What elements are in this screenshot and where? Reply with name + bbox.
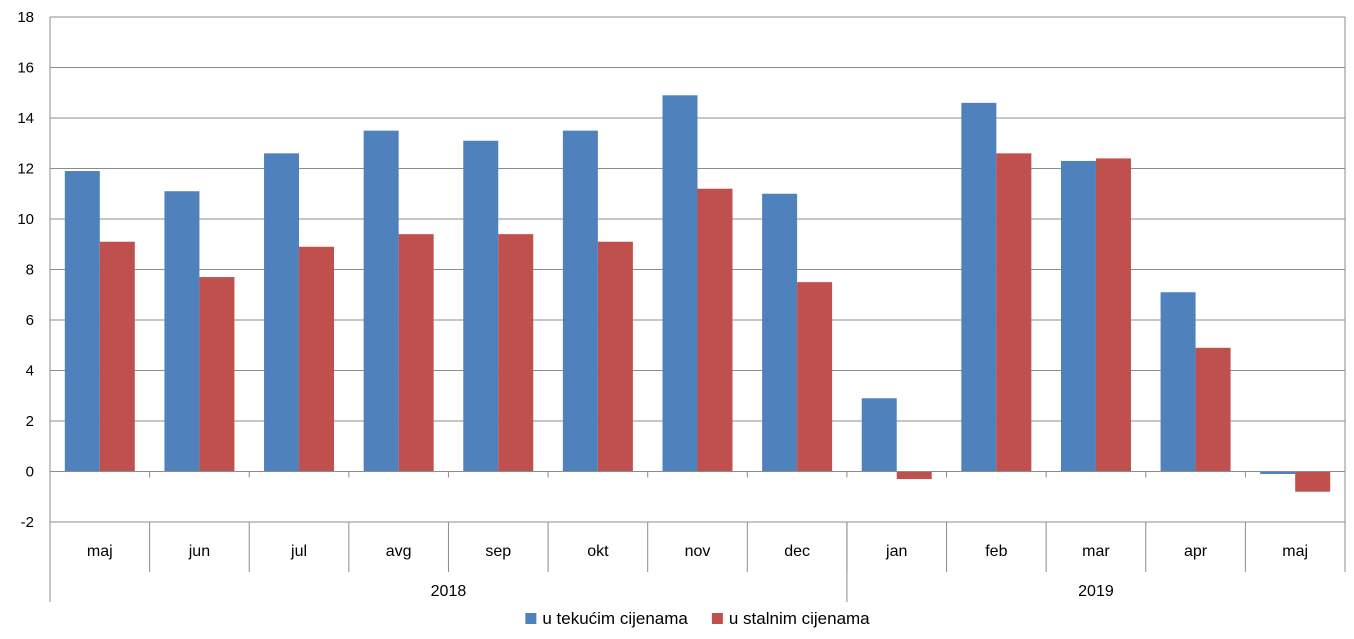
bar bbox=[662, 95, 698, 472]
y-tick-label: 16 bbox=[17, 60, 34, 77]
x-category-label: jan bbox=[885, 543, 907, 560]
legend-label: u tekućim cijenama bbox=[542, 609, 688, 628]
year-group-label: 2018 bbox=[431, 583, 467, 600]
y-tick-label: 4 bbox=[26, 363, 34, 380]
bars bbox=[64, 95, 1331, 492]
axes bbox=[49, 16, 1346, 602]
bar bbox=[1195, 347, 1231, 472]
x-group-labels: 2018 2019 bbox=[431, 583, 1114, 600]
bar bbox=[562, 130, 598, 472]
y-tick-label: 8 bbox=[26, 262, 34, 279]
x-category-label: feb bbox=[985, 543, 1007, 560]
y-tick-labels: -2 0 2 4 6 8 10 12 14 16 18 bbox=[17, 9, 34, 531]
x-category-label: maj bbox=[1282, 543, 1308, 560]
y-tick-label: 14 bbox=[17, 110, 34, 127]
bar bbox=[1295, 471, 1331, 492]
bar bbox=[363, 130, 399, 472]
x-category-label: nov bbox=[685, 543, 711, 560]
legend: u tekućim cijenama u stalnim cijenama bbox=[525, 609, 870, 628]
x-category-label: jul bbox=[290, 543, 307, 560]
legend-label: u stalnim cijenama bbox=[729, 609, 870, 628]
bar bbox=[164, 191, 200, 472]
x-category-label: avg bbox=[386, 543, 412, 560]
bar bbox=[398, 234, 434, 472]
x-category-labels: maj jun jul avg sep okt nov dec jan feb mar apr maj bbox=[87, 543, 1308, 560]
bar bbox=[797, 282, 833, 472]
x-category-label: jun bbox=[188, 543, 210, 560]
bar bbox=[99, 241, 135, 472]
bar bbox=[1160, 292, 1196, 472]
bar bbox=[1095, 158, 1131, 472]
year-group-label: 2019 bbox=[1078, 583, 1114, 600]
x-category-label: dec bbox=[784, 543, 810, 560]
y-tick-label: -2 bbox=[21, 514, 34, 531]
y-tick-label: 12 bbox=[17, 161, 34, 178]
bar bbox=[199, 277, 235, 472]
x-category-label: sep bbox=[485, 543, 511, 560]
y-tick-label: 2 bbox=[26, 413, 34, 430]
x-category-label: apr bbox=[1184, 543, 1208, 560]
legend-swatch bbox=[711, 613, 723, 624]
y-tick-label: 0 bbox=[26, 464, 34, 481]
bar bbox=[896, 471, 932, 480]
bar bbox=[264, 153, 300, 472]
x-category-label: mar bbox=[1082, 543, 1110, 560]
y-tick-label: 10 bbox=[17, 211, 34, 228]
x-category-label: okt bbox=[587, 543, 609, 560]
y-tick-label: 6 bbox=[26, 312, 34, 329]
x-category-label: maj bbox=[87, 543, 113, 560]
bar bbox=[697, 188, 733, 472]
bar bbox=[996, 153, 1032, 472]
bar bbox=[64, 171, 100, 472]
y-tick-label: 18 bbox=[17, 9, 34, 26]
bar bbox=[463, 140, 499, 472]
bar bbox=[1060, 160, 1096, 472]
bar bbox=[299, 246, 335, 472]
bar bbox=[597, 241, 633, 472]
bar bbox=[1260, 471, 1296, 475]
legend-swatch bbox=[525, 613, 537, 624]
bar bbox=[498, 234, 534, 472]
bar bbox=[861, 398, 897, 472]
bar bbox=[961, 102, 997, 472]
bar bbox=[762, 193, 798, 472]
